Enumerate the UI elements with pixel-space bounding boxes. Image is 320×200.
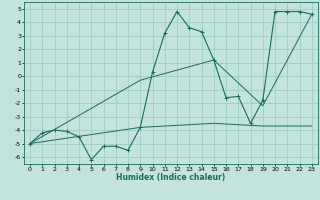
X-axis label: Humidex (Indice chaleur): Humidex (Indice chaleur) — [116, 173, 226, 182]
